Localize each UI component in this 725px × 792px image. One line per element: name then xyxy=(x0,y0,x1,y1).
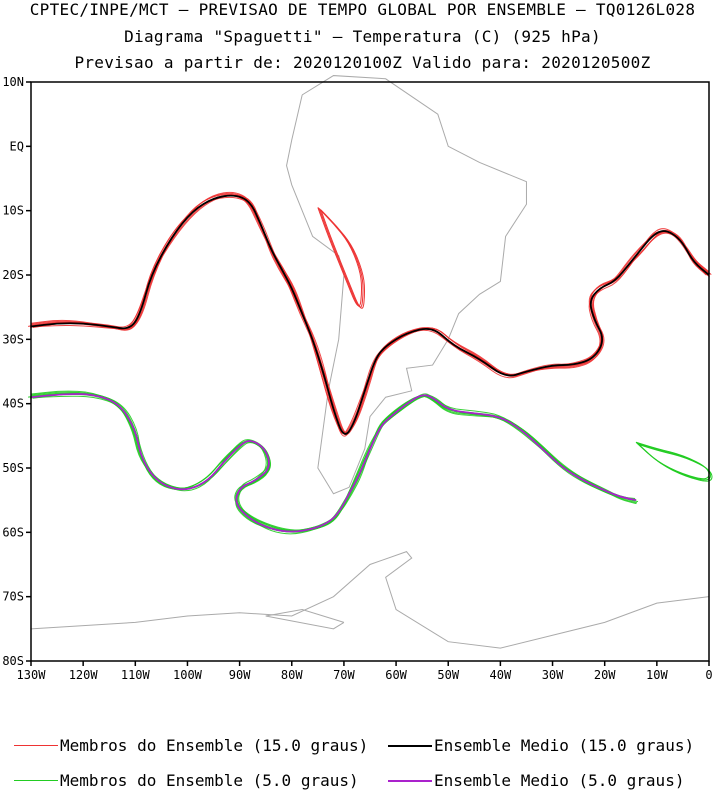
legend-item-members-15: Membros do Ensemble (15.0 graus) xyxy=(14,736,368,755)
series-0-member-6 xyxy=(31,192,710,434)
series-2-member-5 xyxy=(30,395,636,535)
chart-title-line-3: Previsao a partir de: 2020120100Z Valido… xyxy=(74,53,651,72)
series-0-member-3 xyxy=(31,193,711,435)
series-3-mean xyxy=(30,393,637,533)
legend-swatch-members-15 xyxy=(14,745,58,746)
legend-swatch-mean-5 xyxy=(388,779,432,782)
x-tick-label-8: 50W xyxy=(437,668,459,682)
legend-label-members-5: Membros do Ensemble (5.0 graus) xyxy=(60,771,359,790)
x-tick-label-9: 40W xyxy=(490,668,512,682)
coastline-0 xyxy=(286,75,527,495)
series-1-mean xyxy=(30,194,710,435)
x-tick-label-13: 0 xyxy=(705,668,712,682)
x-tick-label-2: 110W xyxy=(121,668,151,682)
x-tick-label-7: 60W xyxy=(385,668,407,682)
x-tick-label-5: 80W xyxy=(281,668,303,682)
extra-contour-1-0 xyxy=(635,441,710,480)
series-2-member-8 xyxy=(27,393,634,532)
series-0-member-8 xyxy=(27,194,712,434)
legend-label-mean-5: Ensemble Medio (5.0 graus) xyxy=(434,771,685,790)
x-tick-label-0: 130W xyxy=(17,668,47,682)
legend-label-mean-15: Ensemble Medio (15.0 graus) xyxy=(434,736,695,755)
y-tick-label-8: 70S xyxy=(2,590,24,604)
y-tick-label-2: 10S xyxy=(2,204,24,218)
y-tick-label-0: 10N xyxy=(2,75,24,89)
axis-layer: 130W 120W 110W 100W 90W 80W 70W 60W 50W 40W 30W 20W… xyxy=(2,75,712,682)
series-2-member-2 xyxy=(29,392,635,532)
chart-title-line-1: CPTEC/INPE/MCT — PREVISAO DE TEMPO GLOBA… xyxy=(29,0,696,19)
x-tick-label-3: 100W xyxy=(173,668,203,682)
series-2-member-9 xyxy=(31,390,637,531)
series-0-member-4 xyxy=(32,195,707,434)
series-0-member-2 xyxy=(29,194,711,434)
x-tick-label-1: 120W xyxy=(69,668,99,682)
y-tick-label-5: 40S xyxy=(2,397,24,411)
series-0-member-5 xyxy=(30,196,711,437)
legend-label-members-15: Membros do Ensemble (15.0 graus) xyxy=(60,736,369,755)
y-tick-label-7: 60S xyxy=(2,525,24,539)
x-tick-label-4: 90W xyxy=(229,668,251,682)
legend-item-members-5: Membros do Ensemble (5.0 graus) xyxy=(14,771,359,790)
extra-contour-1-2 xyxy=(638,444,713,482)
contour-series-layer xyxy=(27,191,713,535)
y-tick-label-6: 50S xyxy=(2,461,24,475)
legend-item-mean-5: Ensemble Medio (5.0 graus) xyxy=(388,771,684,790)
coastline-1 xyxy=(30,551,710,649)
x-tick-label-10: 30W xyxy=(542,668,564,682)
legend-swatch-members-5 xyxy=(14,780,58,781)
series-0-member-1 xyxy=(32,195,708,436)
y-tick-label-1: EQ xyxy=(10,139,24,153)
series-0-member-7 xyxy=(32,195,707,435)
series-0-member-9 xyxy=(31,191,710,433)
chart-title-line-2: Diagrama "Spaguetti" — Temperatura (C) (… xyxy=(124,27,601,46)
coastline-2 xyxy=(265,609,345,630)
y-tick-label-3: 20S xyxy=(2,268,24,282)
x-tick-label-12: 10W xyxy=(646,668,668,682)
y-tick-label-9: 80S xyxy=(2,654,24,668)
coastline-layer xyxy=(30,75,710,649)
extra-contour-0-2 xyxy=(320,209,366,309)
series-0-member-0 xyxy=(30,195,710,435)
plot-frame xyxy=(30,81,710,662)
x-tick-label-11: 20W xyxy=(594,668,616,682)
x-tick-label-6: 70W xyxy=(333,668,355,682)
y-tick-label-4: 30S xyxy=(2,332,24,346)
legend-item-mean-15: Ensemble Medio (15.0 graus) xyxy=(388,736,694,755)
legend-swatch-mean-15 xyxy=(388,744,432,747)
extra-contour-1-1 xyxy=(637,442,712,481)
